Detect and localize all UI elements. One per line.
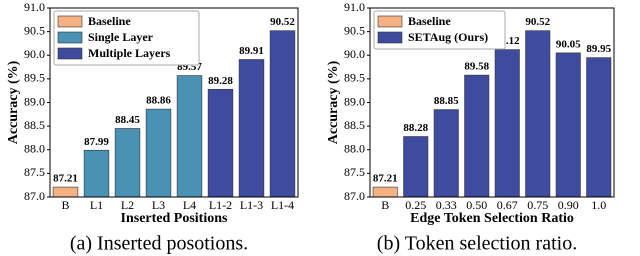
plot-frame	[369, 7, 615, 198]
y-tick-label: 89.5	[344, 71, 365, 85]
bar	[586, 57, 612, 198]
x-axis-label: Inserted Positions	[121, 211, 229, 226]
legend-label: Multiple Layers	[88, 46, 171, 60]
x-tick-label: 0.75	[527, 198, 548, 212]
value-label: 90.52	[525, 16, 550, 28]
value-label: 88.28	[403, 122, 428, 134]
value-label: 89.28	[208, 75, 233, 87]
bar	[52, 186, 79, 198]
y-tick-label: 87.0	[344, 189, 365, 203]
x-tick-label: 0.90	[558, 198, 579, 212]
legend-label: Baseline	[408, 14, 451, 28]
legend-swatch	[377, 15, 403, 28]
bar	[145, 108, 172, 198]
x-tick-label: 0.67	[497, 198, 518, 212]
y-tick-label: 90.0	[344, 47, 365, 61]
x-tick-label: L1	[90, 198, 103, 212]
x-tick-label: L1-3	[240, 198, 263, 212]
x-tick-label: L1-2	[209, 198, 232, 212]
value-label: 88.85	[434, 95, 459, 107]
legend-swatch	[57, 31, 83, 44]
x-tick-label: L1-4	[271, 198, 294, 212]
value-label: 87.99	[84, 136, 109, 148]
x-tick-label: B	[381, 198, 389, 212]
value-label: 87.21	[373, 173, 398, 185]
legend-label: SETAug (Ours)	[408, 30, 488, 44]
bar	[555, 52, 581, 198]
y-tick-label: 89.5	[24, 71, 45, 85]
y-tick-label: 88.0	[344, 142, 365, 156]
y-axis-label: Accuracy (%)	[6, 60, 21, 144]
x-tick-label: 0.25	[405, 198, 426, 212]
bar	[176, 75, 203, 198]
bar	[494, 49, 520, 198]
caption: (a) Inserted posotions.	[70, 233, 248, 255]
x-tick-label: 0.33	[436, 198, 457, 212]
value-label: 88.86	[146, 95, 171, 107]
bar	[525, 30, 551, 198]
y-tick-label: 91.0	[24, 0, 45, 14]
legend-swatch	[57, 47, 83, 60]
value-label: 88.45	[115, 114, 140, 126]
bar	[464, 74, 490, 198]
caption: (b) Token selection ratio.	[377, 233, 577, 255]
legend-box	[53, 10, 200, 66]
plot-frame	[49, 7, 299, 198]
bar	[372, 186, 398, 198]
bar	[238, 59, 265, 198]
bar	[269, 30, 296, 198]
y-tick-label: 88.5	[24, 118, 45, 132]
y-tick-label: 88.5	[344, 118, 365, 132]
legend-box	[373, 10, 506, 50]
y-axis-label: Accuracy (%)	[326, 60, 341, 144]
y-tick-label: 88.0	[24, 142, 45, 156]
x-tick-label: L3	[152, 198, 165, 212]
legend-swatch	[377, 31, 403, 44]
value-label: 90.52	[270, 16, 295, 28]
y-tick-label: 90.5	[344, 23, 365, 37]
bar	[114, 128, 141, 198]
x-tick-label: B	[61, 198, 69, 212]
y-tick-label: 90.5	[24, 23, 45, 37]
bar	[433, 109, 459, 198]
value-label: 89.95	[586, 43, 611, 55]
value-label: 90.05	[556, 38, 581, 50]
y-tick-label: 89.0	[344, 94, 365, 108]
y-tick-label: 89.0	[24, 94, 45, 108]
x-tick-label: 0.50	[466, 198, 487, 212]
y-tick-label: 87.5	[24, 165, 45, 179]
x-tick-label: L2	[121, 198, 134, 212]
y-tick-label: 91.0	[344, 0, 365, 14]
bar	[403, 136, 429, 198]
value-label: 89.91	[239, 45, 264, 57]
legend-label: Single Layer	[88, 30, 154, 44]
legend-label: Baseline	[88, 14, 131, 28]
x-tick-label: 1.0	[591, 198, 606, 212]
y-tick-label: 90.0	[24, 47, 45, 61]
y-tick-label: 87.5	[344, 165, 365, 179]
value-label: 89.58	[464, 61, 489, 73]
x-tick-label: L4	[183, 198, 196, 212]
bar	[83, 149, 110, 198]
value-label: 87.21	[53, 173, 78, 185]
y-tick-label: 87.0	[24, 189, 45, 203]
legend-swatch	[57, 15, 83, 28]
bar	[207, 88, 234, 198]
x-axis-label: Edge Token Selection Ratio	[410, 211, 574, 226]
